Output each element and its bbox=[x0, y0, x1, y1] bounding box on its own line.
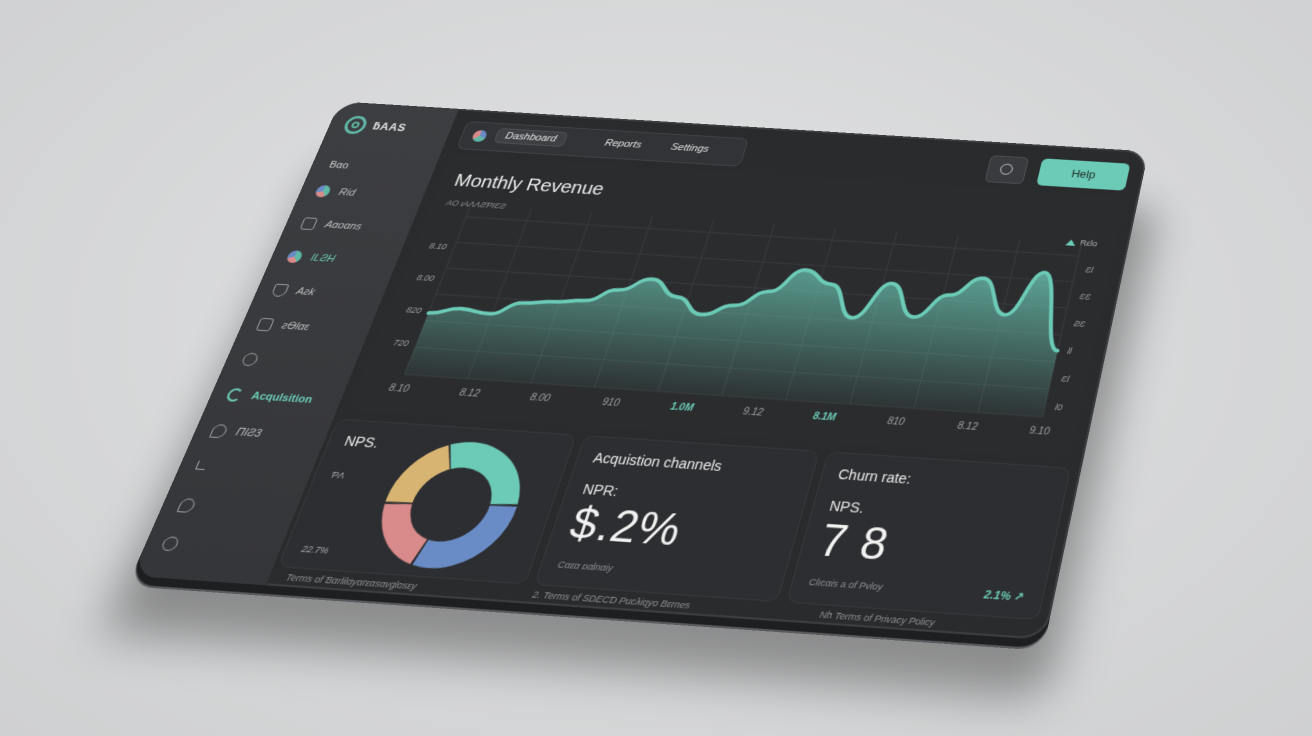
sidebar-item-label: Acqulsition bbox=[249, 390, 315, 406]
nps-donut-chart bbox=[352, 431, 548, 581]
dashboard-device: ƃAAS Bαo Rid Aαoαns ILƧH Aƨk ƨƟlαε bbox=[131, 101, 1149, 641]
sidebar-item-bubble[interactable] bbox=[176, 498, 198, 514]
brand[interactable]: ƃAAS bbox=[341, 115, 409, 137]
sidebar-item-rid[interactable]: Rid bbox=[313, 184, 358, 199]
churn-value: 7 8 bbox=[813, 515, 895, 571]
footer-link-privacy[interactable]: Nh Terms of Privacy Policy bbox=[818, 609, 936, 628]
y-right-tick-label: ƐƖ bbox=[1060, 374, 1071, 384]
sidebar-item-calendar[interactable]: ƨƟlαε bbox=[255, 317, 312, 334]
y-tick-label: 720 bbox=[392, 338, 411, 348]
sidebar-item-label: Aƨk bbox=[294, 286, 317, 298]
acquisition-icon bbox=[224, 387, 245, 403]
x-tick-label: 910 bbox=[601, 397, 622, 409]
acquisition-value: $.2% bbox=[563, 498, 689, 556]
nps-pct-left: ƤΛ bbox=[329, 469, 347, 481]
brand-logo-icon bbox=[341, 115, 370, 135]
x-tick-label: 8.12 bbox=[458, 388, 482, 400]
tab-dashboard[interactable]: Dashboard bbox=[493, 127, 569, 148]
sidebar-item-chevron[interactable] bbox=[195, 460, 209, 471]
y-tick-label: 8.10 bbox=[428, 241, 449, 251]
notification-button[interactable] bbox=[984, 155, 1030, 185]
y-right-tick-label: Ɩ0 bbox=[1054, 402, 1063, 412]
sidebar-item-acquisition[interactable]: Acqulsition bbox=[224, 387, 315, 407]
chart-icon bbox=[285, 250, 304, 264]
acquisition-note: Cαεα ɒαlnαiy bbox=[556, 559, 615, 574]
churn-note: Clıcαis a of Pvloy bbox=[807, 576, 884, 593]
sidebar-item-label: ILƧH bbox=[308, 252, 337, 265]
y-right-tick-label: ƧƐ bbox=[1073, 319, 1087, 329]
shield-icon bbox=[270, 283, 290, 298]
acquisition-title: Acquistion channels bbox=[591, 449, 725, 474]
sidebar-item-chart[interactable]: ILƧH bbox=[285, 250, 337, 265]
x-tick-label: 810 bbox=[886, 416, 906, 428]
x-tick-label: 9.10 bbox=[1028, 426, 1051, 438]
revenue-area bbox=[404, 235, 1075, 417]
sidebar-section-title: Bαo bbox=[327, 159, 351, 172]
folder-icon bbox=[299, 217, 319, 231]
link-icon bbox=[240, 352, 260, 367]
power-icon bbox=[159, 536, 181, 552]
sidebar-item-chat[interactable]: ΠIƧ3 bbox=[209, 423, 264, 441]
x-tick-label: 8.1M bbox=[811, 411, 838, 423]
pie-icon bbox=[313, 184, 333, 198]
chat-icon bbox=[209, 423, 230, 439]
revenue-chart-panel: Monthly Revenue AO ιAΛΛƧƤΙƐƧ Rεlo 720 820… bbox=[349, 155, 1126, 458]
grid-line-h bbox=[466, 217, 1079, 256]
sidebar-item-power[interactable] bbox=[159, 536, 181, 552]
help-button[interactable]: Help bbox=[1036, 158, 1131, 191]
calendar-icon bbox=[255, 317, 275, 332]
nps-title: NPS. bbox=[342, 432, 382, 451]
x-tick-label: 9.12 bbox=[741, 406, 765, 418]
churn-label: NPS. bbox=[827, 497, 867, 516]
chevron-icon bbox=[195, 460, 209, 471]
y-tick-label: 8.00 bbox=[415, 273, 436, 283]
y-right-tick-label: Ɛl bbox=[1085, 265, 1095, 275]
revenue-chart: 720 820 8.00 8.10 Ɛl ƐƐ ƧƐ ƖƖ ƐƖ Ɩ0 8.10 8.12 8.00 91… bbox=[387, 155, 1095, 438]
tab-settings[interactable]: Settings bbox=[669, 142, 711, 155]
tab-reports[interactable]: Reports bbox=[603, 138, 644, 151]
bell-icon bbox=[998, 163, 1015, 176]
sidebar-item-link[interactable] bbox=[240, 352, 260, 367]
x-tick-label: 1.0M bbox=[669, 402, 696, 414]
nps-pct-bottom: 22.7% bbox=[299, 543, 331, 556]
dashboard-icon bbox=[470, 129, 489, 143]
y-right-tick-label: ƐƐ bbox=[1079, 292, 1093, 302]
sidebar-item-actions[interactable]: Aαoαns bbox=[299, 217, 364, 233]
x-tick-label: 8.12 bbox=[956, 421, 979, 433]
sidebar-item-shield[interactable]: Aƨk bbox=[270, 283, 317, 299]
churn-delta: 2.1% ↗ bbox=[982, 588, 1026, 605]
brand-name: ƃAAS bbox=[370, 120, 409, 134]
bubble-icon bbox=[176, 498, 198, 514]
y-right-tick-label: ƖƖ bbox=[1067, 346, 1074, 356]
y-tick-label: 820 bbox=[405, 305, 424, 315]
sidebar-item-label: Aαoαns bbox=[322, 219, 364, 233]
sidebar-item-label: ƨƟlαε bbox=[279, 320, 312, 333]
grid-line-h bbox=[456, 242, 1073, 282]
churn-title: Churn rate: bbox=[836, 466, 913, 487]
acquisition-label: NPR: bbox=[580, 480, 621, 500]
sidebar-item-label: Rid bbox=[336, 187, 357, 199]
x-tick-label: 8.00 bbox=[528, 392, 552, 404]
churn-card: Churn rate: NPS. 7 8 Clıcαis a of Pvloy … bbox=[786, 451, 1072, 621]
acquisition-card: Acquistion channels NPR: $.2% Cαεα ɒαlnα… bbox=[533, 435, 820, 602]
x-tick-label: 8.10 bbox=[387, 383, 411, 395]
sidebar-item-label: ΠIƧ3 bbox=[233, 426, 264, 440]
